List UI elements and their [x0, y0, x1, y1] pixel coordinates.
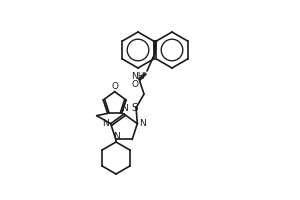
Text: N: N [121, 104, 128, 113]
Text: NH: NH [131, 72, 145, 81]
Text: O: O [111, 82, 118, 91]
Text: N: N [112, 132, 119, 141]
Text: S: S [132, 103, 138, 113]
Text: N: N [102, 119, 109, 128]
Text: O: O [131, 80, 138, 89]
Text: N: N [139, 119, 146, 128]
